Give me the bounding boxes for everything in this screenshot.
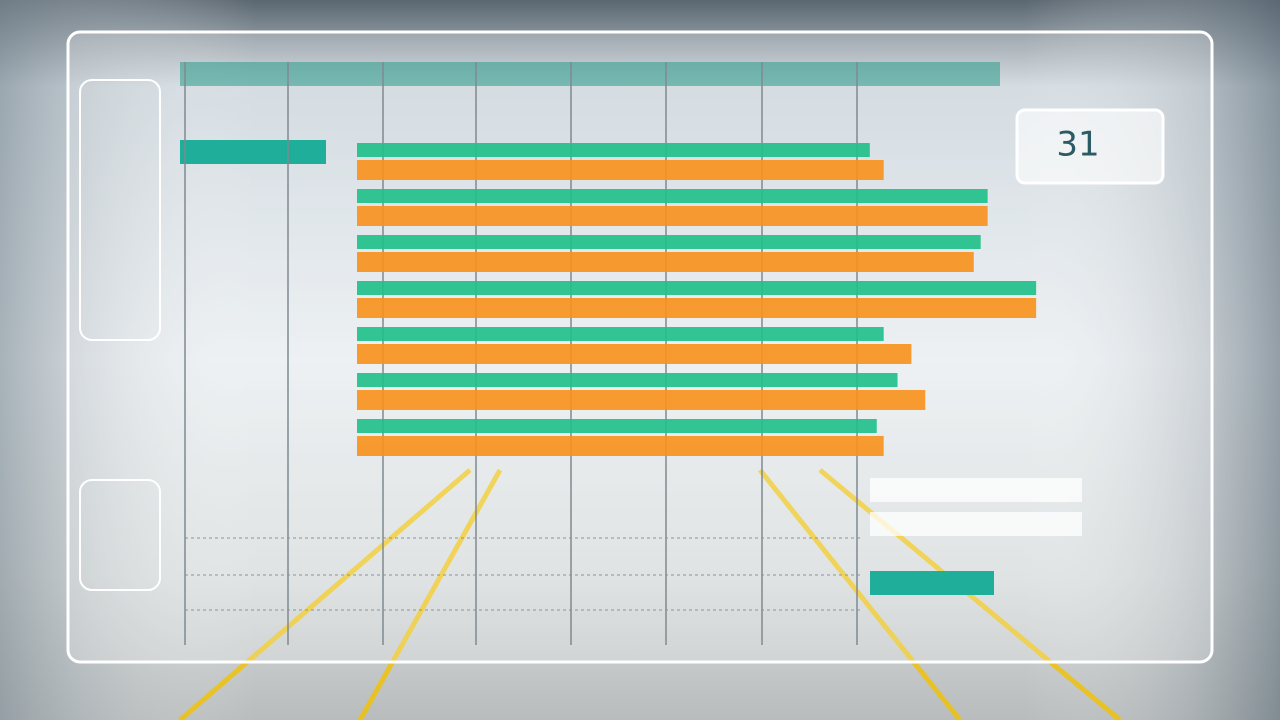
bar [357,436,884,456]
header-band [180,62,1000,86]
bar [357,281,1037,295]
kpi-box [1015,108,1165,185]
bar [357,298,1037,318]
bar [357,235,981,249]
info-box [870,478,1082,502]
bars [357,143,1037,456]
bar [357,373,898,387]
bar [357,344,912,364]
bar [357,252,974,272]
bar [357,327,884,341]
bar [357,206,988,226]
label-box [180,140,326,164]
button [870,571,994,595]
info-box [870,512,1082,536]
dashed-lines [185,537,860,611]
side-panel [79,79,161,341]
bar [357,419,877,433]
bar [357,160,884,180]
bar [357,390,926,410]
kpi-value: 31 [1056,125,1099,165]
bar [357,143,870,157]
side-panel [79,479,161,591]
bar [357,189,988,203]
